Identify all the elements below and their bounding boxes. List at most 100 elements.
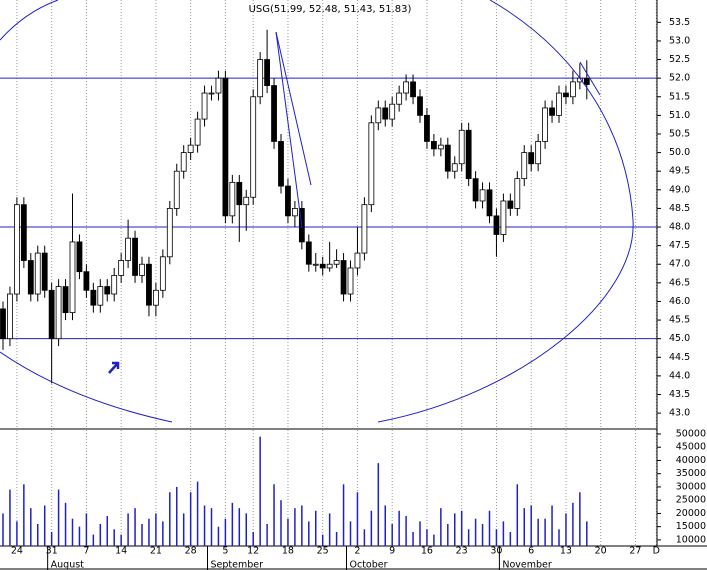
y-tick-label: 45.0 — [669, 333, 690, 344]
candle-body — [500, 200, 507, 235]
candle-body — [472, 178, 479, 202]
candle-body — [535, 141, 542, 165]
x-tick-label: 7 — [83, 546, 89, 557]
candle-body — [34, 252, 41, 295]
x-tick-label: 27 — [629, 546, 641, 557]
x-tick-label: 28 — [185, 546, 197, 557]
candle-body — [410, 81, 416, 98]
candle-body — [514, 178, 521, 209]
candle-body — [229, 181, 236, 217]
candle-body — [0, 308, 6, 340]
y-tick-label: 53.0 — [669, 35, 690, 46]
y-tick-label: 43.5 — [669, 389, 690, 400]
x-tick-label: 16 — [421, 546, 433, 557]
candle-body — [528, 152, 535, 165]
candle-body — [180, 152, 187, 172]
y-tick-label: 53.5 — [669, 17, 690, 28]
candle-body — [48, 289, 55, 340]
y-tick-label: 48.5 — [669, 203, 690, 214]
y2-tick-label: 10000 — [676, 534, 706, 545]
candle-body — [173, 170, 180, 209]
candle-body — [285, 185, 291, 217]
candle-body — [382, 107, 389, 120]
candle-body — [389, 103, 396, 120]
x-tick-label: 13 — [560, 546, 572, 557]
x-tick-label: 12 — [247, 546, 259, 557]
y2-tick-label: 20000 — [676, 508, 706, 519]
y2-tick-label: 25000 — [676, 495, 706, 506]
candle-body — [507, 200, 514, 209]
y-tick-label: 51.5 — [669, 91, 690, 102]
y-tick-label: 51.0 — [669, 110, 690, 121]
y-tick-label: 49.0 — [669, 184, 690, 195]
candle-body — [146, 263, 152, 306]
y2-tick-label: 15000 — [676, 521, 706, 532]
candle-body — [563, 92, 569, 98]
y-tick-label: 44.5 — [669, 352, 690, 363]
candle-body — [326, 263, 333, 269]
candle-body — [444, 144, 451, 172]
candle-body — [305, 241, 312, 265]
candle-body — [201, 92, 208, 120]
candle-body — [264, 59, 271, 86]
y2-tick-label: 50000 — [676, 428, 706, 439]
ellipse-arc — [377, 0, 634, 423]
candle-body — [222, 77, 229, 217]
candle-body — [549, 107, 555, 116]
x-tick-label: 18 — [282, 546, 294, 557]
candle-body — [166, 208, 173, 258]
candle-body — [347, 267, 354, 295]
candle-body — [486, 189, 493, 217]
arrow — [108, 361, 120, 374]
x-tick-label: D — [653, 546, 660, 557]
candle-body — [90, 289, 97, 306]
chart-title: USG(51.99, 52.48, 51.43, 51.83) — [249, 4, 412, 15]
candle-body — [20, 204, 27, 261]
candle-body — [291, 208, 298, 217]
x-tick-label: 25 — [317, 546, 329, 557]
candle-body — [83, 271, 90, 291]
candle-body — [187, 144, 194, 153]
candle-body — [69, 241, 76, 314]
candle-body — [208, 92, 215, 95]
trend-line — [275, 31, 312, 186]
x-tick-label: 14 — [115, 546, 127, 557]
candle-body — [417, 96, 423, 116]
candle-body — [132, 237, 138, 276]
y2-tick-label: 40000 — [676, 455, 706, 466]
y-tick-label: 47.5 — [669, 240, 690, 251]
candle-body — [76, 241, 83, 273]
y2-tick-label: 45000 — [676, 442, 706, 453]
candle-body — [521, 152, 528, 180]
candle-body — [139, 263, 145, 276]
trend-line — [579, 61, 601, 96]
candle-body — [13, 204, 20, 295]
candle-body — [451, 163, 458, 172]
candle-body — [340, 260, 347, 295]
month-label: November — [502, 560, 552, 570]
x-tick-label: 30 — [490, 546, 502, 557]
candle-body — [194, 118, 201, 146]
candle-body — [570, 81, 576, 98]
candle-body — [215, 77, 222, 94]
candle-body — [375, 107, 382, 124]
candle-body — [97, 286, 104, 306]
candle-body — [542, 107, 548, 142]
candle-body — [271, 85, 277, 142]
candle-body — [479, 189, 486, 202]
y-tick-label: 49.5 — [669, 166, 690, 177]
ellipse-arc — [0, 351, 173, 423]
month-label: September — [211, 560, 264, 570]
y-tick-label: 45.5 — [669, 315, 690, 326]
candle-body — [458, 129, 465, 165]
y-tick-label: 44.0 — [669, 370, 690, 381]
y-tick-label: 46.5 — [669, 277, 690, 288]
x-tick-label: 24 — [11, 546, 23, 557]
candle-body — [437, 144, 444, 150]
candle-body — [62, 286, 69, 314]
x-tick-label: 21 — [150, 546, 162, 557]
y-tick-label: 47.0 — [669, 259, 690, 270]
candle-body — [465, 129, 472, 180]
candle-body — [27, 260, 34, 295]
